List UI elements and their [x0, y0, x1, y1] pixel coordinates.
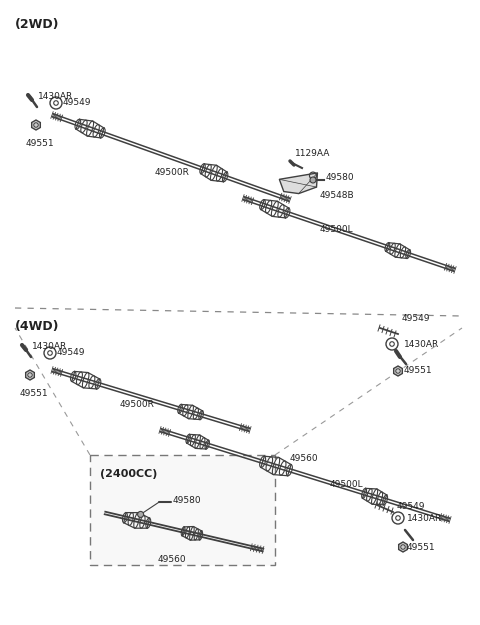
Text: 1430AR: 1430AR	[32, 342, 67, 351]
Circle shape	[138, 511, 144, 518]
Text: 49549: 49549	[63, 98, 92, 107]
Text: (2WD): (2WD)	[15, 18, 60, 31]
Text: 49548B: 49548B	[320, 191, 355, 200]
Polygon shape	[32, 120, 40, 130]
Polygon shape	[25, 370, 35, 380]
Text: 49549: 49549	[402, 314, 431, 323]
Text: 1129AA: 1129AA	[295, 149, 330, 158]
Text: (4WD): (4WD)	[15, 320, 60, 333]
Text: 49551: 49551	[26, 139, 55, 148]
FancyBboxPatch shape	[90, 455, 275, 565]
Text: 1430AR: 1430AR	[38, 92, 73, 101]
Text: 49500L: 49500L	[320, 225, 354, 234]
Text: (2400CC): (2400CC)	[100, 469, 157, 479]
Polygon shape	[394, 366, 402, 376]
Circle shape	[310, 177, 316, 183]
Text: 49551: 49551	[20, 389, 48, 398]
Text: 49580: 49580	[173, 496, 201, 505]
Text: 1430AR: 1430AR	[407, 514, 442, 523]
Text: 49549: 49549	[57, 348, 85, 357]
Text: 1430AR: 1430AR	[404, 340, 439, 349]
Text: 49551: 49551	[404, 366, 432, 375]
Polygon shape	[279, 173, 317, 194]
Text: 49560: 49560	[290, 454, 319, 463]
Text: 49549: 49549	[397, 502, 425, 511]
Text: 49560: 49560	[158, 555, 186, 564]
Text: 49500R: 49500R	[155, 168, 190, 177]
Text: 49500L: 49500L	[330, 480, 364, 489]
Text: 49551: 49551	[407, 543, 436, 552]
Text: 49580: 49580	[326, 174, 355, 182]
Polygon shape	[399, 542, 408, 552]
Text: 49500R: 49500R	[120, 400, 155, 409]
